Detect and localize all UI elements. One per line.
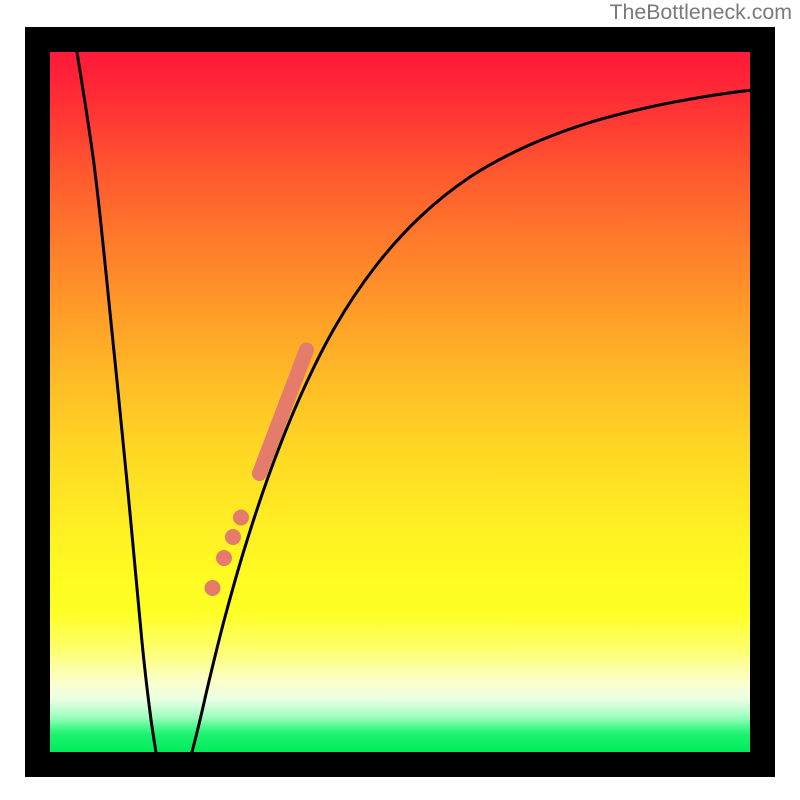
highlight-dot	[233, 510, 249, 526]
bottleneck-chart	[0, 0, 800, 800]
chart-container: TheBottleneck.com	[0, 0, 800, 800]
highlight-dot	[205, 580, 221, 596]
highlight-dot	[225, 529, 241, 545]
highlight-dot	[216, 550, 232, 566]
attribution-label: TheBottleneck.com	[609, 0, 792, 25]
plot-background	[50, 52, 750, 752]
